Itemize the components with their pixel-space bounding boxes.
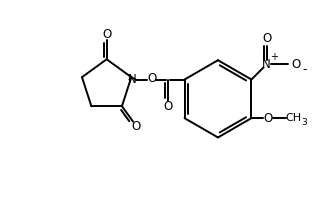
Text: +: + [270,52,278,62]
Text: N: N [128,73,137,86]
Text: O: O [132,120,141,133]
Text: N: N [262,58,271,71]
Text: O: O [102,28,111,41]
Text: O: O [262,32,271,45]
Text: O: O [291,58,300,71]
Text: O: O [263,112,272,125]
Text: -: - [302,63,307,76]
Text: CH: CH [285,113,301,123]
Text: O: O [164,100,173,113]
Text: O: O [147,72,156,85]
Text: 3: 3 [302,118,308,127]
